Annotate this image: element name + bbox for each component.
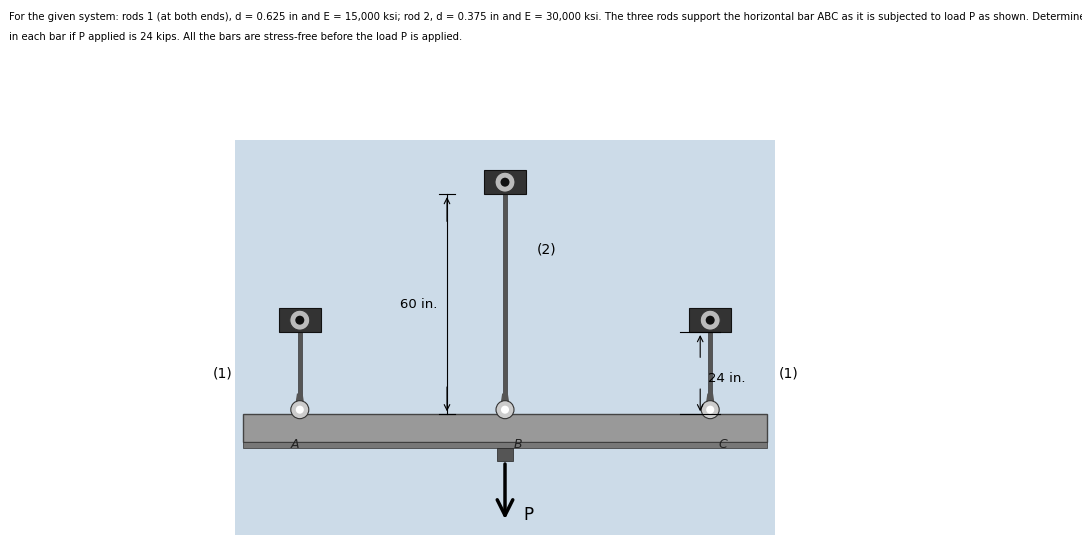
Circle shape (701, 400, 720, 418)
Circle shape (700, 310, 721, 330)
Text: (2): (2) (537, 242, 556, 256)
Bar (243, 414, 767, 442)
Circle shape (494, 172, 515, 192)
Text: in each bar if P applied is 24 kips. All the bars are stress-free before the loa: in each bar if P applied is 24 kips. All… (9, 32, 462, 42)
Bar (484, 170, 526, 194)
Circle shape (705, 316, 715, 325)
Text: 24 in.: 24 in. (709, 371, 745, 385)
Text: B: B (514, 438, 523, 451)
Bar (235, 140, 775, 535)
Circle shape (295, 406, 304, 414)
Bar (497, 448, 513, 461)
Circle shape (501, 406, 509, 414)
Circle shape (291, 400, 308, 418)
Text: A: A (291, 438, 299, 451)
Bar (708, 332, 712, 407)
Circle shape (501, 178, 510, 187)
Bar (689, 308, 731, 332)
Text: (1): (1) (213, 366, 233, 380)
Bar (298, 332, 302, 407)
Polygon shape (500, 394, 510, 412)
Circle shape (295, 316, 304, 325)
Text: For the given system: rods 1 (at both ends), d = 0.625 in and E = 15,000 ksi; ro: For the given system: rods 1 (at both en… (9, 12, 1082, 22)
Polygon shape (705, 394, 715, 412)
Circle shape (290, 310, 309, 330)
Polygon shape (295, 394, 305, 412)
Bar (279, 308, 320, 332)
Text: C: C (718, 438, 727, 451)
Bar (243, 442, 767, 448)
Bar (503, 194, 507, 407)
Circle shape (496, 400, 514, 418)
Circle shape (707, 406, 714, 414)
Text: 60 in.: 60 in. (399, 298, 437, 311)
Text: P: P (523, 506, 533, 524)
Text: (1): (1) (779, 366, 799, 380)
